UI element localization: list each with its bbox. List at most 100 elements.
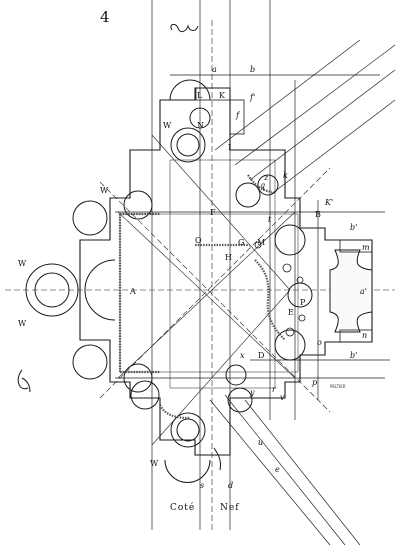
right-lobes — [225, 174, 313, 386]
label-K-prime: K' — [324, 198, 333, 207]
lobe-northeast-1 — [235, 182, 261, 208]
rib-line-upper-2 — [234, 44, 396, 166]
label-b-prime-1: b' — [350, 223, 357, 232]
label-D: D — [258, 351, 264, 360]
axis-lines — [5, 20, 395, 530]
label-f: f — [235, 111, 241, 120]
label-x: x — [240, 351, 245, 360]
plan-labels: 4 a b L K f' N f I k K' b' m a' n b' p o… — [18, 8, 370, 490]
label-r: r — [272, 385, 277, 394]
label-a-prime: a' — [360, 287, 367, 296]
hatch-east-curve — [254, 259, 286, 341]
diagonal-ribs-upper — [214, 39, 396, 196]
upper-apses — [169, 79, 211, 163]
top-flourish-icon — [170, 23, 199, 33]
label-b-prime-2: b' — [350, 351, 357, 360]
rib-line-upper-1 — [214, 39, 361, 151]
apse-south-arc — [164, 459, 211, 483]
left-flourish-icon — [17, 369, 31, 393]
label-W1: W — [163, 121, 172, 130]
label-o: o — [317, 338, 322, 347]
rib-line-upper-3 — [249, 69, 396, 181]
lobe-east-2 — [274, 329, 306, 361]
inner-square — [169, 159, 276, 389]
label-W5: W — [150, 459, 159, 468]
apse-west-inner — [34, 272, 70, 308]
square-diagonals — [117, 134, 296, 446]
bottom-flourish-icon — [213, 447, 221, 471]
rib-line-lower-1 — [209, 399, 331, 546]
box-f — [229, 99, 245, 135]
hatch-south-curve — [159, 404, 191, 420]
hatch-ne-curve — [247, 174, 273, 194]
signature: PELTIER — [330, 384, 346, 389]
label-W2: W — [100, 186, 109, 195]
label-n: n — [362, 331, 367, 340]
diagonal-axis-2 — [99, 167, 331, 399]
label-d: d — [228, 481, 233, 490]
apse-south-1-inner — [176, 418, 200, 442]
label-A: A — [129, 287, 136, 296]
lobe-east-1 — [274, 224, 306, 256]
left-apses — [25, 190, 153, 393]
label-f-prime: f' — [249, 93, 255, 102]
label-E: E — [288, 308, 294, 317]
detail-marks — [254, 241, 306, 337]
lower-apses — [130, 380, 253, 483]
label-t: t — [268, 215, 272, 224]
apse-north-1 — [170, 127, 206, 163]
label-G: G — [238, 238, 244, 247]
apse-south-2 — [130, 380, 160, 410]
apse-northwest-2 — [123, 190, 153, 220]
label-q: q — [260, 181, 265, 190]
apse-west-outer — [25, 263, 79, 317]
box-m — [339, 239, 373, 253]
label-v: v — [280, 393, 285, 402]
hatched-walls — [118, 174, 286, 420]
box-LK — [195, 87, 231, 101]
label-p: p — [312, 378, 317, 387]
diagonal-axis-1 — [99, 181, 331, 413]
rib-line-upper-4 — [269, 99, 396, 196]
box-n — [339, 329, 373, 343]
label-b: b — [250, 65, 255, 74]
label-M: M — [257, 238, 265, 247]
diagonal-ribs-lower — [209, 394, 361, 546]
label-H: H — [225, 253, 232, 262]
label-B: B — [315, 210, 321, 219]
label-s: s — [200, 481, 204, 490]
rib-line-lower-3 — [244, 399, 361, 546]
apse-west-arc — [84, 259, 116, 321]
apse-south-3 — [227, 387, 253, 413]
east-pier-shape — [329, 249, 373, 333]
plan-outline — [79, 87, 373, 456]
apse-north-arc — [169, 79, 211, 101]
apse-north-small — [189, 107, 211, 129]
east-pier — [329, 249, 373, 333]
label-O: O — [195, 236, 202, 245]
label-a: a — [212, 65, 217, 74]
apse-south-1 — [170, 412, 206, 448]
label-K: K — [219, 91, 226, 100]
lobe-southeast — [225, 364, 247, 386]
label-F: F — [210, 208, 216, 217]
caption-cote: Coté — [170, 502, 195, 513]
apse-southwest-2 — [123, 363, 153, 393]
label-W3: W — [18, 259, 27, 268]
ornament-marks — [17, 23, 221, 471]
figure-number: 4 — [100, 8, 110, 26]
apse-north-1-inner — [176, 133, 200, 157]
label-y: y — [249, 388, 255, 397]
label-z: z — [263, 173, 269, 182]
label-k: k — [283, 171, 288, 180]
label-W4: W — [18, 319, 27, 328]
outer-wall-outline — [79, 87, 373, 456]
apse-southwest-1 — [72, 344, 108, 380]
captions: Coté Nef PELTIER — [170, 384, 346, 513]
top-boxes — [195, 87, 373, 343]
apse-northwest-1 — [72, 200, 108, 236]
rib-line-lower-2 — [224, 394, 346, 546]
label-e: e — [275, 465, 280, 474]
label-P: P — [300, 298, 306, 307]
